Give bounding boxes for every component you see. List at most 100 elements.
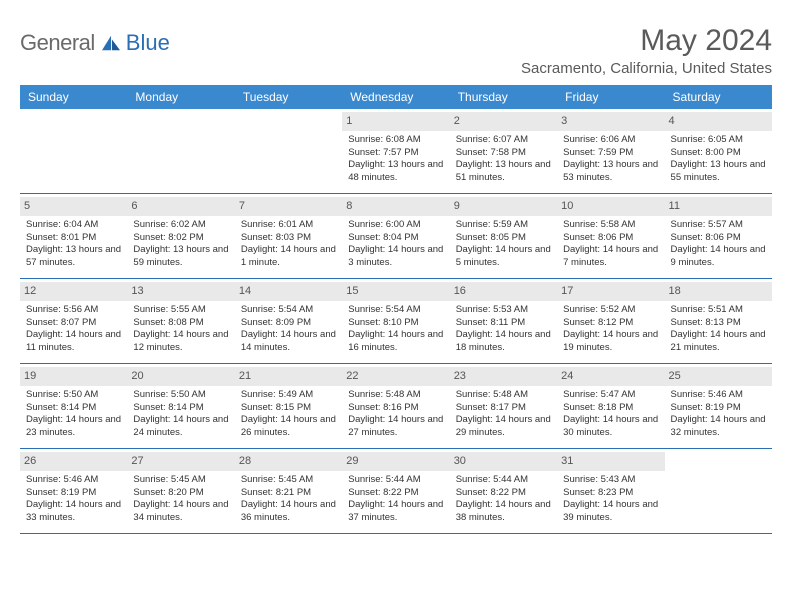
day-info-line: Sunrise: 5:48 AM xyxy=(456,389,551,402)
brand-logo: General Blue xyxy=(20,30,170,56)
day-info-line: Daylight: 14 hours and 29 minutes. xyxy=(456,414,551,440)
day-header-row: SundayMondayTuesdayWednesdayThursdayFrid… xyxy=(20,85,772,109)
day-header: Saturday xyxy=(665,85,772,109)
day-number: 18 xyxy=(665,282,772,301)
day-info-line: Sunrise: 5:52 AM xyxy=(563,304,658,317)
day-info-line: Daylight: 14 hours and 24 minutes. xyxy=(133,414,228,440)
day-info-line: Sunset: 8:10 PM xyxy=(348,317,443,330)
day-info-line: Daylight: 14 hours and 14 minutes. xyxy=(241,329,336,355)
day-number: 31 xyxy=(557,452,664,471)
header: General Blue May 2024 Sacramento, Califo… xyxy=(20,24,772,77)
day-cell: 16Sunrise: 5:53 AMSunset: 8:11 PMDayligh… xyxy=(450,279,557,363)
day-number: 4 xyxy=(665,112,772,131)
day-info-line: Sunrise: 5:56 AM xyxy=(26,304,121,317)
day-cell: 24Sunrise: 5:47 AMSunset: 8:18 PMDayligh… xyxy=(557,364,664,448)
day-info-line: Sunset: 8:19 PM xyxy=(671,402,766,415)
day-info-line: Sunrise: 5:49 AM xyxy=(241,389,336,402)
day-info-line: Sunrise: 5:45 AM xyxy=(241,474,336,487)
day-number: 20 xyxy=(127,367,234,386)
day-number: 11 xyxy=(665,197,772,216)
day-info-line: Sunrise: 5:43 AM xyxy=(563,474,658,487)
day-info-line: Daylight: 13 hours and 51 minutes. xyxy=(456,159,551,185)
day-info-line: Daylight: 14 hours and 39 minutes. xyxy=(563,499,658,525)
day-info-line: Sunrise: 5:46 AM xyxy=(671,389,766,402)
day-cell: 30Sunrise: 5:44 AMSunset: 8:22 PMDayligh… xyxy=(450,449,557,533)
day-number: 5 xyxy=(20,197,127,216)
day-header: Friday xyxy=(557,85,664,109)
day-cell: 18Sunrise: 5:51 AMSunset: 8:13 PMDayligh… xyxy=(665,279,772,363)
month-title: May 2024 xyxy=(521,24,772,58)
day-info-line: Sunrise: 5:47 AM xyxy=(563,389,658,402)
day-info-line: Sunrise: 5:46 AM xyxy=(26,474,121,487)
day-header: Monday xyxy=(127,85,234,109)
day-info-line: Daylight: 14 hours and 26 minutes. xyxy=(241,414,336,440)
day-number: 26 xyxy=(20,452,127,471)
day-info-line: Sunrise: 6:02 AM xyxy=(133,219,228,232)
day-info-line: Sunset: 8:19 PM xyxy=(26,487,121,500)
day-info-line: Sunset: 8:17 PM xyxy=(456,402,551,415)
day-cell: 11Sunrise: 5:57 AMSunset: 8:06 PMDayligh… xyxy=(665,194,772,278)
day-header: Sunday xyxy=(20,85,127,109)
week-row: 1Sunrise: 6:08 AMSunset: 7:57 PMDaylight… xyxy=(20,109,772,194)
day-info-line: Daylight: 14 hours and 1 minute. xyxy=(241,244,336,270)
day-number: 9 xyxy=(450,197,557,216)
day-number: 21 xyxy=(235,367,342,386)
day-number: 6 xyxy=(127,197,234,216)
day-info-line: Sunset: 7:57 PM xyxy=(348,147,443,160)
day-number: 30 xyxy=(450,452,557,471)
day-info-line: Daylight: 14 hours and 23 minutes. xyxy=(26,414,121,440)
day-info-line: Sunset: 8:11 PM xyxy=(456,317,551,330)
weeks-container: 1Sunrise: 6:08 AMSunset: 7:57 PMDaylight… xyxy=(20,109,772,534)
day-info-line: Daylight: 14 hours and 18 minutes. xyxy=(456,329,551,355)
day-info-line: Sunset: 8:08 PM xyxy=(133,317,228,330)
day-info-line: Sunrise: 5:53 AM xyxy=(456,304,551,317)
day-info-line: Daylight: 13 hours and 59 minutes. xyxy=(133,244,228,270)
day-info-line: Sunset: 8:06 PM xyxy=(563,232,658,245)
day-info-line: Sunset: 8:15 PM xyxy=(241,402,336,415)
day-number: 2 xyxy=(450,112,557,131)
day-number: 1 xyxy=(342,112,449,131)
day-header: Thursday xyxy=(450,85,557,109)
day-cell: 25Sunrise: 5:46 AMSunset: 8:19 PMDayligh… xyxy=(665,364,772,448)
day-info-line: Sunrise: 6:00 AM xyxy=(348,219,443,232)
day-number: 23 xyxy=(450,367,557,386)
day-info-line: Sunrise: 5:51 AM xyxy=(671,304,766,317)
day-cell: 20Sunrise: 5:50 AMSunset: 8:14 PMDayligh… xyxy=(127,364,234,448)
brand-name-2: Blue xyxy=(126,30,170,56)
day-info-line: Sunrise: 5:45 AM xyxy=(133,474,228,487)
day-cell: 26Sunrise: 5:46 AMSunset: 8:19 PMDayligh… xyxy=(20,449,127,533)
day-number: 17 xyxy=(557,282,664,301)
day-info-line: Sunset: 7:58 PM xyxy=(456,147,551,160)
day-info-line: Sunset: 8:22 PM xyxy=(456,487,551,500)
day-info-line: Sunset: 8:20 PM xyxy=(133,487,228,500)
day-info-line: Daylight: 14 hours and 34 minutes. xyxy=(133,499,228,525)
day-cell xyxy=(20,109,127,193)
day-info-line: Sunset: 8:09 PM xyxy=(241,317,336,330)
day-info-line: Sunrise: 6:06 AM xyxy=(563,134,658,147)
day-info-line: Sunset: 7:59 PM xyxy=(563,147,658,160)
day-info-line: Sunrise: 6:05 AM xyxy=(671,134,766,147)
day-info-line: Sunset: 8:14 PM xyxy=(133,402,228,415)
day-number: 7 xyxy=(235,197,342,216)
day-cell: 5Sunrise: 6:04 AMSunset: 8:01 PMDaylight… xyxy=(20,194,127,278)
day-number: 12 xyxy=(20,282,127,301)
day-cell: 9Sunrise: 5:59 AMSunset: 8:05 PMDaylight… xyxy=(450,194,557,278)
day-number: 13 xyxy=(127,282,234,301)
title-block: May 2024 Sacramento, California, United … xyxy=(521,24,772,77)
day-info-line: Sunset: 8:03 PM xyxy=(241,232,336,245)
day-info-line: Sunset: 8:21 PM xyxy=(241,487,336,500)
day-info-line: Daylight: 14 hours and 32 minutes. xyxy=(671,414,766,440)
day-info-line: Daylight: 14 hours and 12 minutes. xyxy=(133,329,228,355)
day-number: 28 xyxy=(235,452,342,471)
day-info-line: Sunrise: 5:57 AM xyxy=(671,219,766,232)
day-number: 19 xyxy=(20,367,127,386)
day-info-line: Daylight: 14 hours and 9 minutes. xyxy=(671,244,766,270)
day-number: 14 xyxy=(235,282,342,301)
day-info-line: Sunset: 8:13 PM xyxy=(671,317,766,330)
day-number: 27 xyxy=(127,452,234,471)
day-info-line: Sunrise: 5:54 AM xyxy=(241,304,336,317)
day-info-line: Daylight: 14 hours and 38 minutes. xyxy=(456,499,551,525)
day-number: 15 xyxy=(342,282,449,301)
day-info-line: Daylight: 13 hours and 53 minutes. xyxy=(563,159,658,185)
day-info-line: Sunrise: 5:55 AM xyxy=(133,304,228,317)
